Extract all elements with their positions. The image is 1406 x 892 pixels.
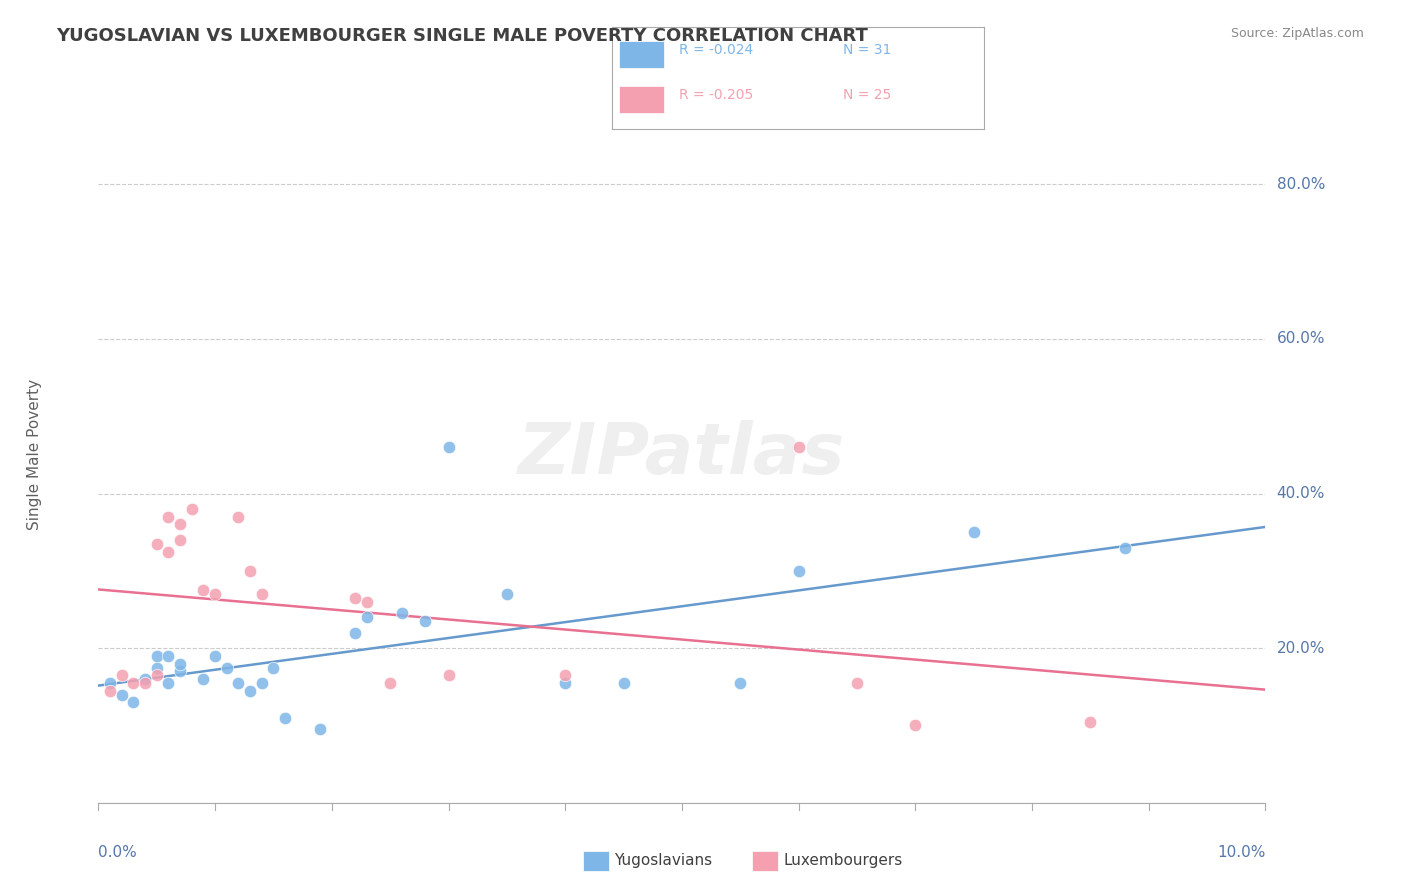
Text: 20.0%: 20.0% bbox=[1277, 640, 1324, 656]
Point bbox=[122, 695, 145, 709]
Point bbox=[204, 648, 226, 663]
Point bbox=[356, 595, 378, 609]
Point bbox=[612, 676, 634, 690]
Text: ZIPatlas: ZIPatlas bbox=[519, 420, 845, 490]
Point bbox=[728, 676, 751, 690]
Text: 40.0%: 40.0% bbox=[1277, 486, 1324, 501]
FancyBboxPatch shape bbox=[619, 87, 664, 113]
Point bbox=[193, 583, 215, 598]
Text: N = 31: N = 31 bbox=[842, 44, 891, 57]
Point bbox=[122, 676, 145, 690]
Point bbox=[344, 591, 367, 605]
Point bbox=[98, 683, 121, 698]
Point bbox=[157, 544, 180, 558]
Point bbox=[193, 672, 215, 686]
Text: 0.0%: 0.0% bbox=[98, 845, 138, 860]
Point bbox=[344, 625, 367, 640]
Point bbox=[787, 564, 810, 578]
Point bbox=[228, 676, 250, 690]
Point bbox=[157, 509, 180, 524]
Text: R = -0.024: R = -0.024 bbox=[679, 44, 754, 57]
Point bbox=[146, 660, 169, 674]
Point bbox=[146, 648, 169, 663]
Point bbox=[962, 525, 984, 540]
Text: R = -0.205: R = -0.205 bbox=[679, 88, 754, 103]
Point bbox=[134, 676, 156, 690]
Text: 10.0%: 10.0% bbox=[1218, 845, 1265, 860]
Point bbox=[215, 660, 238, 674]
FancyBboxPatch shape bbox=[619, 41, 664, 68]
Point bbox=[309, 723, 332, 737]
Point bbox=[169, 657, 191, 671]
Point bbox=[1080, 714, 1102, 729]
Point bbox=[146, 537, 169, 551]
Point bbox=[180, 502, 202, 516]
Point bbox=[111, 688, 134, 702]
Text: 60.0%: 60.0% bbox=[1277, 332, 1324, 346]
Text: Single Male Poverty: Single Male Poverty bbox=[27, 379, 42, 531]
Text: Source: ZipAtlas.com: Source: ZipAtlas.com bbox=[1230, 27, 1364, 40]
Point bbox=[356, 610, 378, 624]
Point bbox=[169, 665, 191, 679]
Point bbox=[274, 711, 297, 725]
Point bbox=[157, 648, 180, 663]
Point bbox=[134, 672, 156, 686]
Point bbox=[391, 607, 413, 621]
Point bbox=[250, 676, 273, 690]
Point bbox=[378, 676, 402, 690]
Point bbox=[228, 509, 250, 524]
Point bbox=[554, 668, 576, 682]
Point bbox=[98, 676, 121, 690]
Point bbox=[845, 676, 868, 690]
Text: YUGOSLAVIAN VS LUXEMBOURGER SINGLE MALE POVERTY CORRELATION CHART: YUGOSLAVIAN VS LUXEMBOURGER SINGLE MALE … bbox=[56, 27, 868, 45]
Point bbox=[169, 533, 191, 547]
Point bbox=[239, 683, 262, 698]
Point bbox=[437, 440, 460, 454]
Point bbox=[146, 668, 169, 682]
Point bbox=[169, 517, 191, 532]
Point bbox=[495, 587, 517, 601]
Point bbox=[157, 676, 180, 690]
Point bbox=[413, 614, 436, 628]
Point bbox=[437, 668, 460, 682]
Point bbox=[111, 668, 134, 682]
Point bbox=[1114, 541, 1136, 555]
Point bbox=[904, 718, 927, 732]
Point bbox=[204, 587, 226, 601]
Point bbox=[554, 676, 576, 690]
Text: 80.0%: 80.0% bbox=[1277, 177, 1324, 192]
Point bbox=[262, 660, 284, 674]
Text: Yugoslavians: Yugoslavians bbox=[614, 854, 713, 868]
Point bbox=[787, 440, 810, 454]
Point bbox=[239, 564, 262, 578]
Point bbox=[250, 587, 273, 601]
Text: N = 25: N = 25 bbox=[842, 88, 891, 103]
Text: Luxembourgers: Luxembourgers bbox=[783, 854, 903, 868]
